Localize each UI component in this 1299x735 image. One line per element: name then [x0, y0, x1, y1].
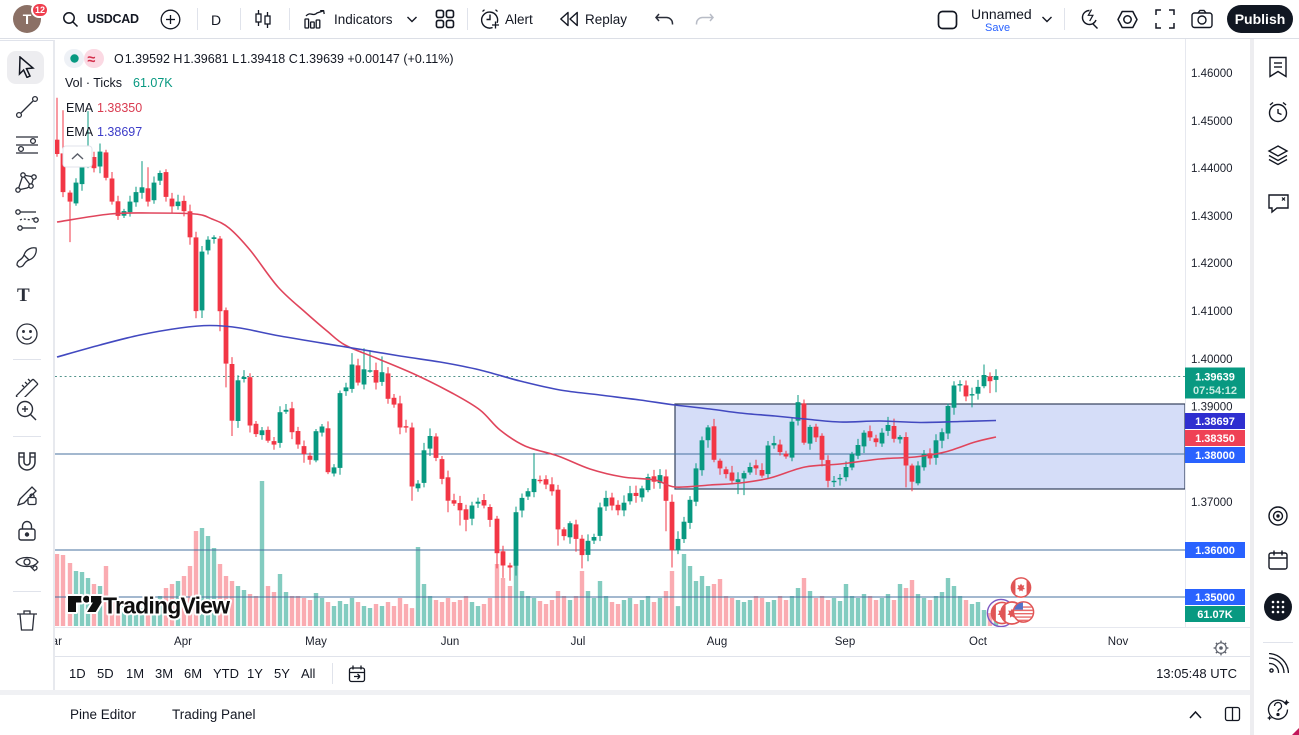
svg-text:EMA: EMA — [66, 125, 94, 139]
svg-text:Oct: Oct — [969, 636, 988, 648]
svg-text:1.46000: 1.46000 — [1191, 68, 1233, 80]
svg-text:EMA: EMA — [66, 101, 94, 115]
svg-text:1.37000: 1.37000 — [1191, 497, 1233, 509]
svg-text:May: May — [305, 636, 327, 648]
svg-text:1.39639: 1.39639 — [1195, 372, 1235, 384]
svg-text:Nov: Nov — [1108, 636, 1129, 648]
svg-text:TradingView: TradingView — [103, 593, 230, 619]
svg-text:Vol · Ticks: Vol · Ticks — [65, 76, 122, 90]
svg-text:Apr: Apr — [174, 636, 192, 648]
svg-text:61.07K: 61.07K — [133, 76, 173, 90]
svg-text:07:54:12: 07:54:12 — [1193, 385, 1237, 397]
svg-text:1.41000: 1.41000 — [1191, 306, 1233, 318]
svg-text:Mar: Mar — [55, 636, 62, 648]
svg-text:O1.39592 H1.39681 L1.39418: O1.39592 H1.39681 L1.39418 C1.39639 +0.0… — [114, 52, 454, 66]
svg-text:1.36000: 1.36000 — [1195, 545, 1235, 557]
svg-text:1.38350: 1.38350 — [1195, 433, 1235, 445]
svg-text:1.35000: 1.35000 — [1195, 592, 1235, 604]
svg-text:1.38697: 1.38697 — [97, 125, 142, 139]
svg-text:1.43000: 1.43000 — [1191, 211, 1233, 223]
svg-text:≈: ≈ — [88, 52, 96, 68]
svg-text:Jul: Jul — [571, 636, 586, 648]
svg-text:1.40000: 1.40000 — [1191, 354, 1233, 366]
svg-text:1.38000: 1.38000 — [1195, 450, 1235, 462]
svg-text:1.38697: 1.38697 — [1195, 416, 1235, 428]
svg-text:1.44000: 1.44000 — [1191, 163, 1233, 175]
svg-text:1.42000: 1.42000 — [1191, 258, 1233, 270]
svg-text:1.39000: 1.39000 — [1191, 402, 1233, 414]
svg-text:Jun: Jun — [441, 636, 460, 648]
svg-text:Aug: Aug — [707, 636, 727, 648]
svg-text:1.38350: 1.38350 — [97, 101, 142, 115]
svg-text:61.07K: 61.07K — [1197, 609, 1233, 621]
svg-text:Sep: Sep — [835, 636, 855, 648]
svg-text:1.45000: 1.45000 — [1191, 116, 1233, 128]
